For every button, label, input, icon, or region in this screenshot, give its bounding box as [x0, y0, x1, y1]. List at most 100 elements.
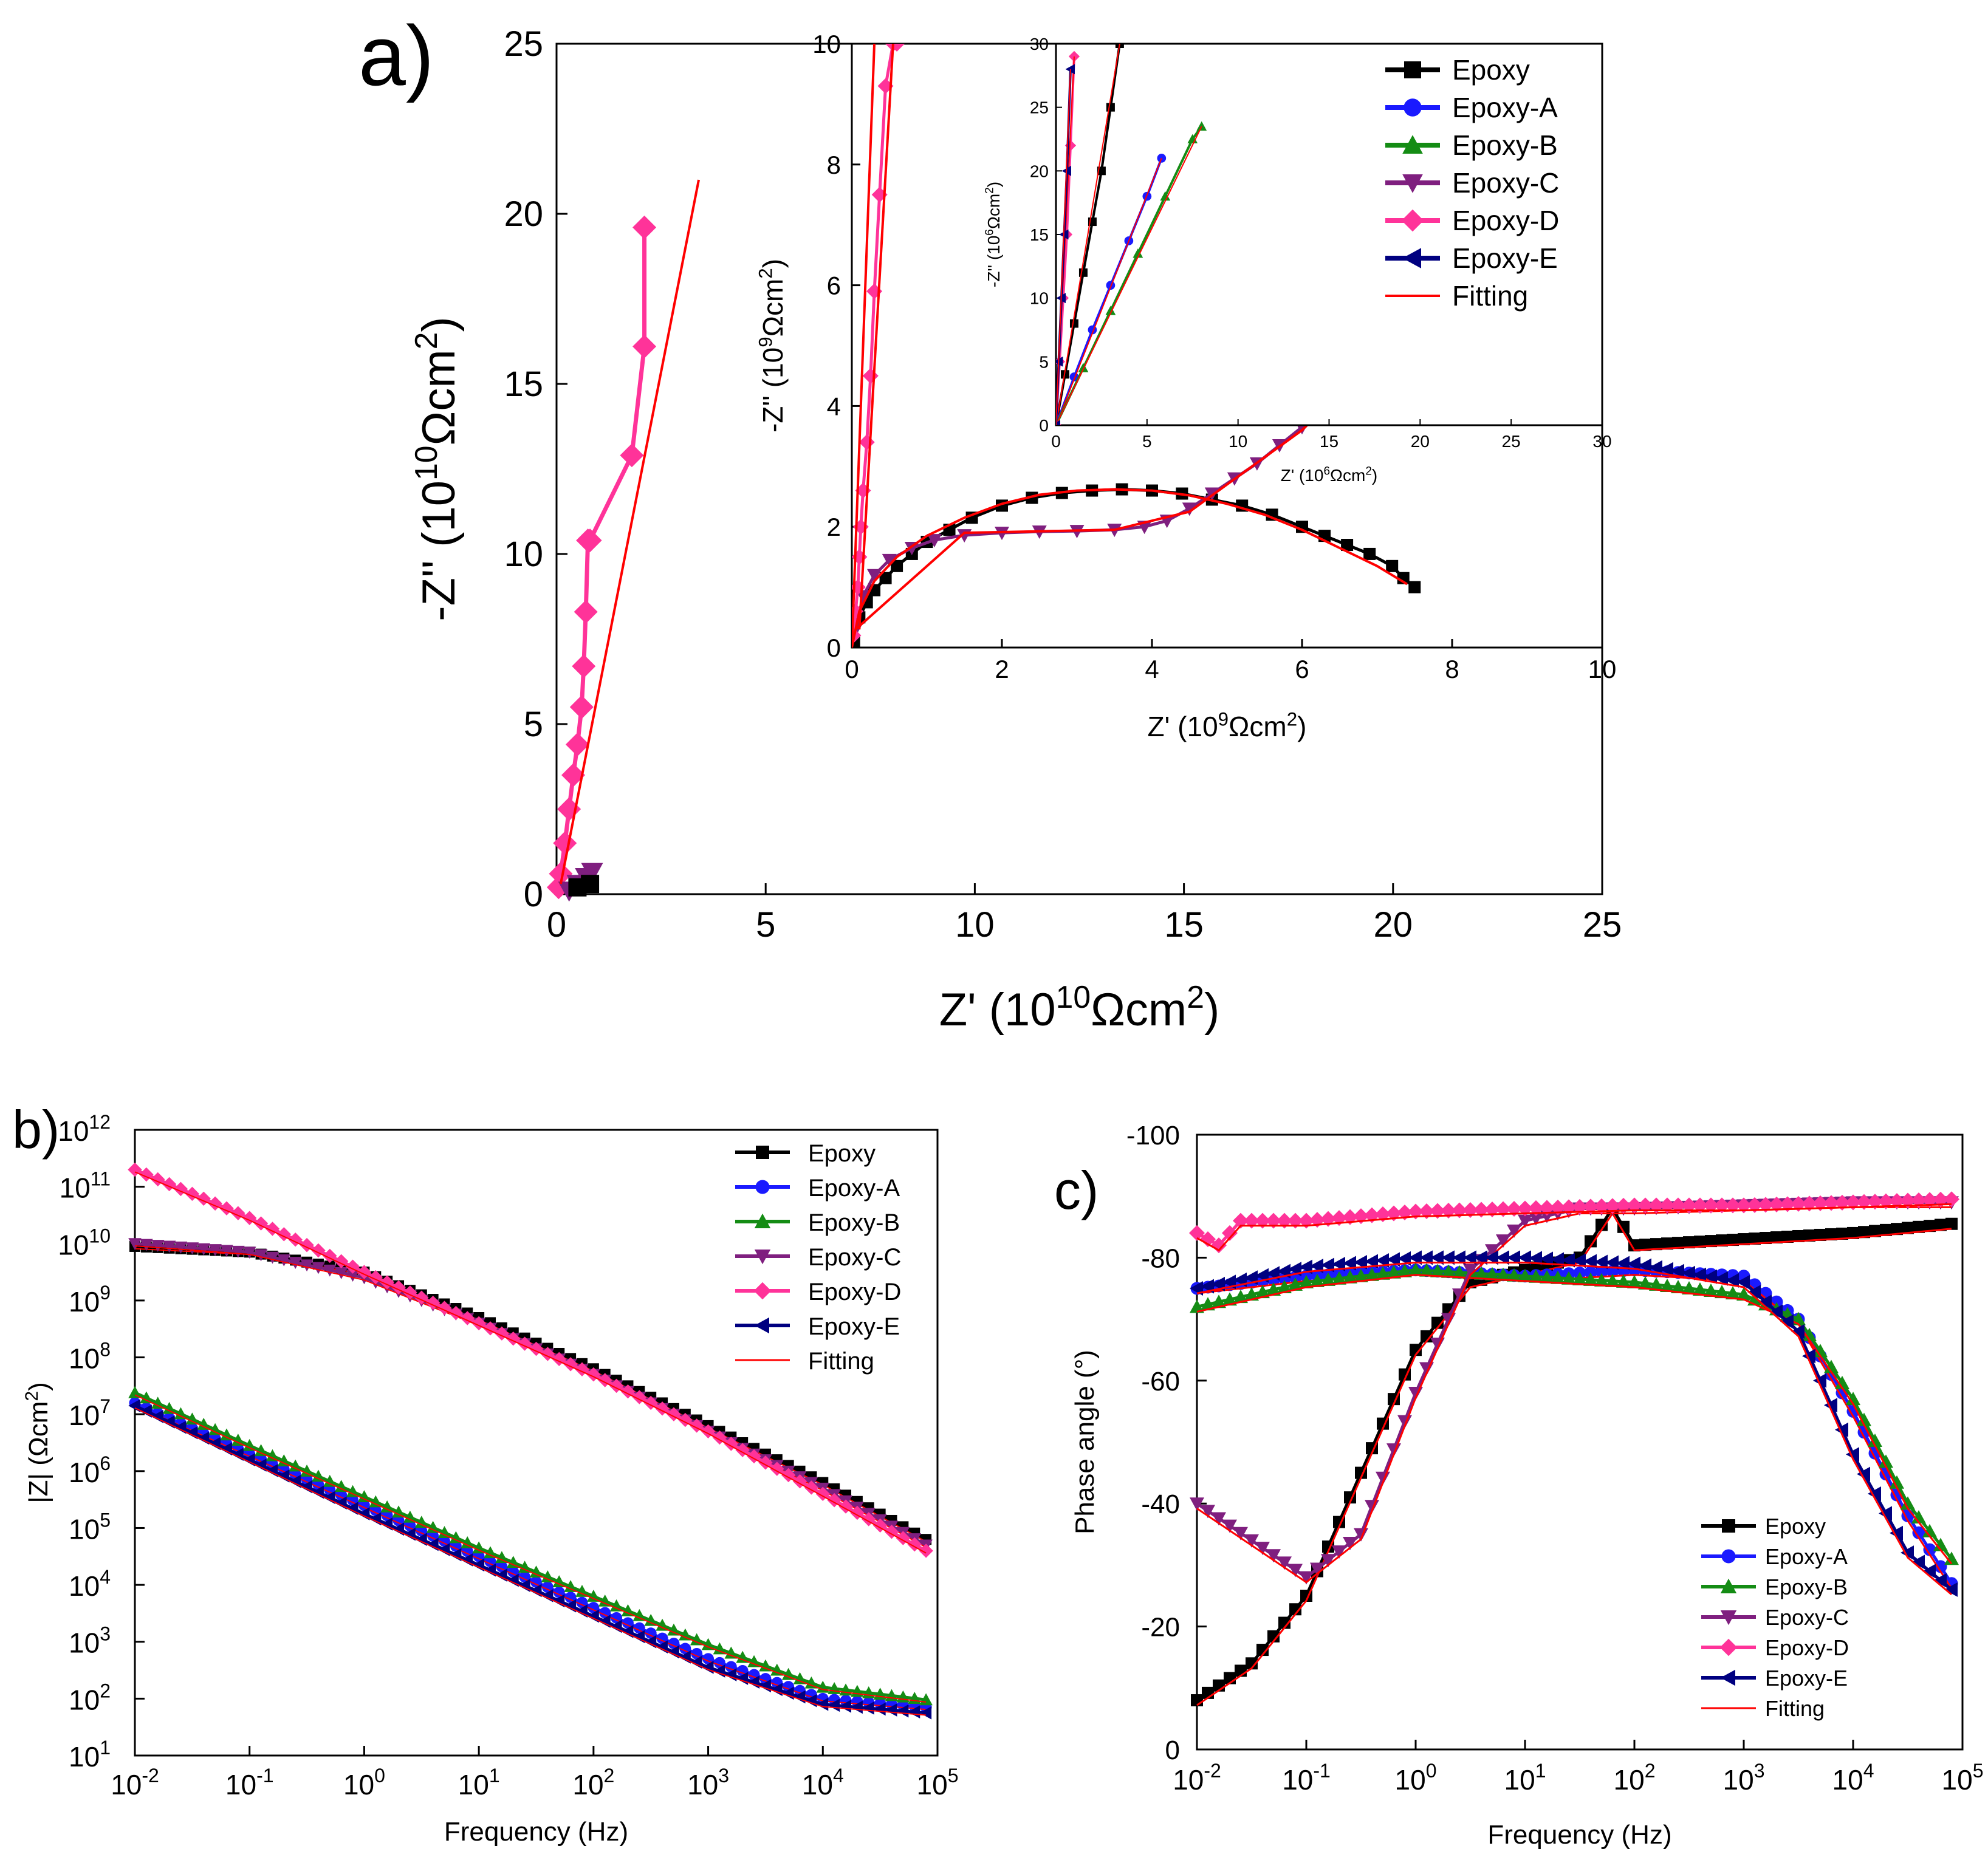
c-point-Epoxy-E: [1769, 1304, 1783, 1319]
c-point-Epoxy-D: [1659, 1197, 1675, 1214]
b-ytick-label: 104: [69, 1566, 111, 1602]
b-point-Epoxy-B: [220, 1428, 233, 1441]
b-point-Epoxy-B: [242, 1438, 256, 1451]
c-point-Epoxy-E: [1660, 1262, 1673, 1277]
b-point-Epoxy-E: [873, 1702, 886, 1716]
i2-point-Epoxy: [1069, 319, 1078, 328]
c-xtick-exp: -1: [1313, 1760, 1330, 1782]
c-point-Epoxy-E: [1474, 1250, 1487, 1265]
c-point-Epoxy: [1738, 1233, 1750, 1246]
c-point-Epoxy-C: [1201, 1505, 1215, 1519]
b-ytick-base: 10: [58, 1229, 89, 1260]
i2-xtick-label: 10: [1229, 432, 1247, 451]
c-point-Epoxy-B: [1430, 1263, 1445, 1277]
c-point-Epoxy: [1924, 1220, 1936, 1233]
c-point-Epoxy-E: [1299, 1259, 1312, 1274]
b-xtick-label: 102: [572, 1765, 614, 1800]
b-point-Epoxy-A: [530, 1576, 542, 1588]
c-point-Epoxy-E: [1321, 1257, 1334, 1273]
c-point-Epoxy-C: [1343, 1536, 1357, 1550]
b-xtick-base: 10: [802, 1769, 833, 1800]
b-point-Epoxy-B: [472, 1541, 485, 1554]
i2-ylabel-main: -Z'' (10: [984, 236, 1003, 287]
b-ytick-label: 109: [69, 1282, 111, 1318]
c-point-Epoxy-B: [1704, 1284, 1718, 1298]
b-point-Epoxy-B: [656, 1618, 669, 1631]
legend-c-marker: [1720, 1610, 1737, 1626]
c-xtick-base: 10: [1395, 1764, 1426, 1796]
c-xtick-label: 10-1: [1282, 1760, 1331, 1796]
c-point-Epoxy: [1694, 1236, 1706, 1248]
b-point-Epoxy-B: [667, 1623, 680, 1636]
b-point-Epoxy-C: [174, 1241, 188, 1254]
b-ytick-exp: 7: [100, 1395, 111, 1417]
panel-c: 10-2 10-1 100 101 102 103 104 1050-20-40-60-80-…: [1054, 1121, 1983, 1850]
c-point-Epoxy-E: [1441, 1250, 1455, 1265]
b-point-Epoxy-B: [266, 1449, 279, 1462]
b-point-Epoxy-B: [781, 1667, 795, 1680]
c-point-Epoxy: [1935, 1219, 1947, 1231]
c-point-Epoxy-E: [1890, 1525, 1903, 1540]
c-point-Epoxy-B: [1540, 1270, 1554, 1284]
b-point-Epoxy-A: [358, 1499, 370, 1511]
c-point-Epoxy-B: [1682, 1281, 1696, 1294]
b-point-Epoxy-D: [128, 1162, 142, 1177]
b-point-Epoxy-B: [392, 1505, 405, 1518]
a-point-Epoxy-D: [632, 215, 657, 239]
legend-b-label: Fitting: [808, 1348, 874, 1375]
b-xtick-label: 103: [687, 1765, 729, 1800]
b-xtick-exp: 4: [833, 1765, 844, 1786]
i2-xlabel: Z' (106Ωcm2): [1281, 465, 1377, 485]
c-point-Epoxy: [1825, 1228, 1837, 1240]
b-xtick-base: 10: [343, 1769, 374, 1800]
i2-xtick-label: 15: [1320, 432, 1338, 451]
b-point-Epoxy-B: [587, 1590, 600, 1602]
b-ytick-base: 10: [60, 1172, 91, 1204]
c-point-Epoxy-C: [1332, 1545, 1346, 1559]
a-xtick-label: 10: [955, 905, 995, 945]
i1-xlabel-unit-exp: 2: [1287, 709, 1297, 730]
c-point-Epoxy-E: [1397, 1251, 1411, 1266]
b-point-Epoxy-B: [449, 1531, 463, 1544]
b-point-Epoxy-A: [611, 1612, 623, 1624]
c-point-Epoxy-E: [1933, 1573, 1947, 1588]
c-point-Epoxy-B: [1343, 1270, 1357, 1284]
c-point-Epoxy-C: [1277, 1556, 1292, 1570]
b-ytick-exp: 4: [100, 1566, 111, 1588]
i2-xlabel-unit-exp: 2: [1365, 465, 1372, 477]
a-xlabel-unit: Ωcm: [1091, 984, 1187, 1036]
b-ytick-exp: 6: [100, 1452, 111, 1474]
i2-fit-Epoxy: [1056, 44, 1120, 425]
c-point-Epoxy: [1880, 1223, 1892, 1236]
b-point-Epoxy-D: [151, 1172, 165, 1187]
b-point-Epoxy-B: [231, 1434, 245, 1446]
b-point-Epoxy-E: [839, 1700, 852, 1713]
c-point-Epoxy-E: [1365, 1254, 1378, 1269]
c-fit-Epoxy-B: [1196, 1274, 1953, 1565]
b-point-Epoxy-A: [633, 1622, 645, 1634]
b-point-Epoxy-D: [712, 1430, 727, 1445]
panel-c-frame: [1196, 1133, 1964, 1751]
b-point-Epoxy-B: [747, 1655, 761, 1667]
c-point-Epoxy-E: [1715, 1271, 1728, 1286]
b-point-Epoxy-B: [162, 1401, 176, 1414]
b-point-Epoxy-B: [564, 1580, 577, 1592]
b-point-Epoxy-B: [679, 1628, 692, 1641]
a-point-Epoxy-D: [632, 334, 657, 358]
b-ytick-exp: 8: [100, 1339, 111, 1361]
c-point-Epoxy-E: [1693, 1267, 1706, 1282]
c-xtick-exp: 2: [1645, 1760, 1656, 1782]
c-point-Epoxy-C: [1233, 1527, 1248, 1540]
b-ytick-base: 10: [69, 1513, 100, 1545]
i2-ytick-label: 25: [1030, 98, 1049, 117]
i2-xtick-label: 25: [1502, 432, 1521, 451]
c-point-Epoxy-C: [1190, 1497, 1204, 1511]
c-point-Epoxy-B: [1922, 1523, 1937, 1537]
i1-ylabel-exp: 9: [755, 337, 776, 347]
legend-b-label: Epoxy-C: [808, 1244, 901, 1271]
c-ytick-label: -80: [1141, 1243, 1180, 1273]
c-point-Epoxy-C: [1507, 1224, 1521, 1238]
c-point-Epoxy-C: [1310, 1562, 1325, 1576]
b-ytick-base: 10: [69, 1400, 100, 1431]
c-point-Epoxy-E: [1430, 1250, 1444, 1265]
